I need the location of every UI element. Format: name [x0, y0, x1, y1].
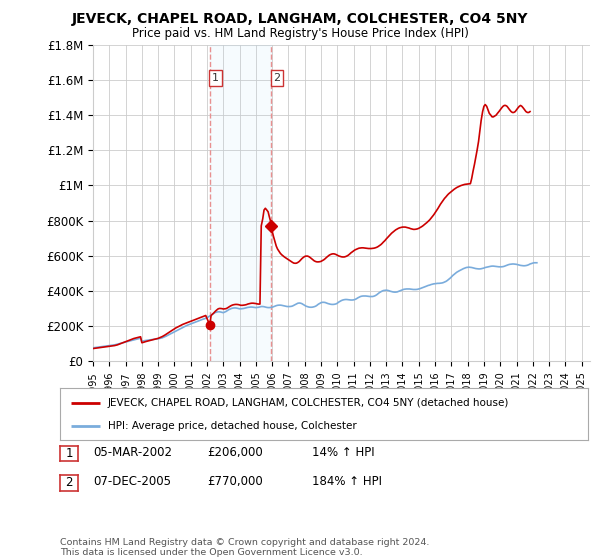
Text: Price paid vs. HM Land Registry's House Price Index (HPI): Price paid vs. HM Land Registry's House … [131, 27, 469, 40]
Text: 1: 1 [212, 73, 219, 83]
Text: HPI: Average price, detached house, Colchester: HPI: Average price, detached house, Colc… [107, 421, 356, 431]
Text: Contains HM Land Registry data © Crown copyright and database right 2024.
This d: Contains HM Land Registry data © Crown c… [60, 538, 430, 557]
Text: 2: 2 [65, 476, 73, 489]
Text: JEVECK, CHAPEL ROAD, LANGHAM, COLCHESTER, CO4 5NY: JEVECK, CHAPEL ROAD, LANGHAM, COLCHESTER… [72, 12, 528, 26]
Text: £206,000: £206,000 [207, 446, 263, 459]
Text: 1: 1 [65, 447, 73, 460]
Text: 2: 2 [274, 73, 280, 83]
Text: 184% ↑ HPI: 184% ↑ HPI [312, 475, 382, 488]
Text: JEVECK, CHAPEL ROAD, LANGHAM, COLCHESTER, CO4 5NY (detached house): JEVECK, CHAPEL ROAD, LANGHAM, COLCHESTER… [107, 398, 509, 408]
Bar [210, 45, 271, 361]
Text: 14% ↑ HPI: 14% ↑ HPI [312, 446, 374, 459]
Text: £770,000: £770,000 [207, 475, 263, 488]
Text: 07-DEC-2005: 07-DEC-2005 [93, 475, 171, 488]
Text: 05-MAR-2002: 05-MAR-2002 [93, 446, 172, 459]
